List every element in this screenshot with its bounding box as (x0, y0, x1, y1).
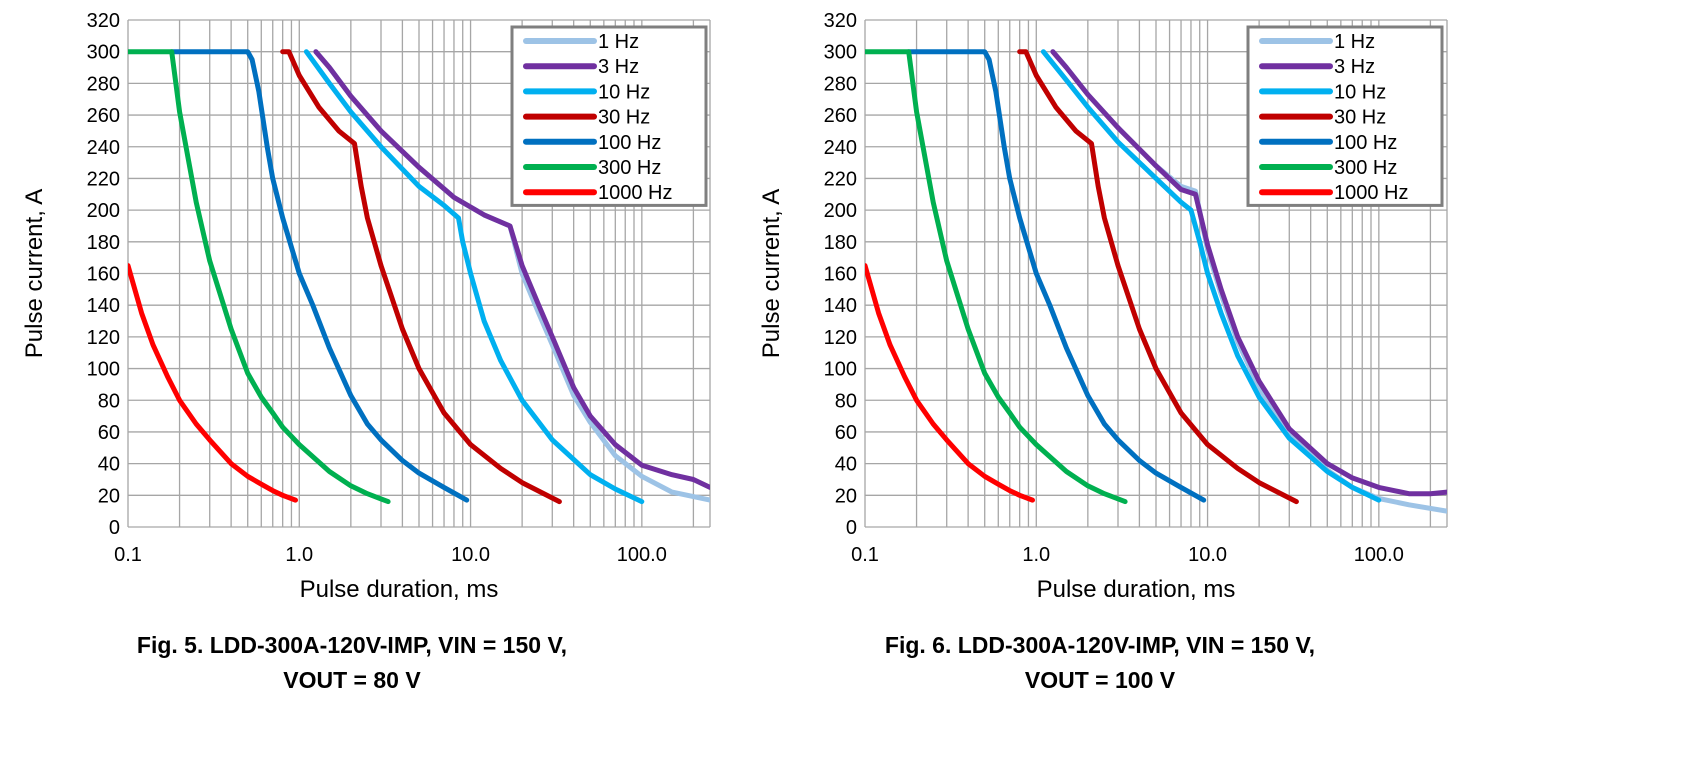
y-tick-label: 260 (824, 105, 857, 127)
y-tick-label: 80 (835, 390, 857, 412)
series-line-10hz (303, 49, 645, 505)
y-tick-label: 280 (87, 73, 120, 95)
series-line-1000hz (865, 263, 1035, 503)
series-line-300hz (128, 49, 391, 505)
y-tick-label: 260 (87, 105, 120, 127)
legend-label: 3 Hz (1334, 56, 1375, 78)
y-axis-title: Pulse current, A (21, 189, 48, 358)
y-tick-label: 180 (87, 232, 120, 254)
caption-line-2: VOUT = 80 V (283, 667, 421, 693)
y-tick-label: 40 (98, 454, 120, 476)
y-tick-label: 60 (835, 422, 857, 444)
y-tick-label: 300 (824, 42, 857, 64)
legend: 1 Hz 3 Hz 10 Hz 30 Hz 100 Hz 300 Hz 1000 Hz (1246, 25, 1444, 207)
caption-line-1: Fig. 5. LDD-300A-120V-IMP, VIN = 150 V, (136, 632, 568, 658)
y-tick-label: 0 (109, 517, 120, 539)
y-tick-label: 200 (87, 200, 120, 222)
series-line-1000hz (128, 263, 298, 503)
legend-label: 300 Hz (1334, 157, 1397, 179)
y-tick-label: 300 (87, 42, 120, 64)
figure-6-caption: Fig. 6. LDD-300A-120V-IMP, VIN = 150 V, … (780, 628, 1420, 698)
legend: 1 Hz 3 Hz 10 Hz 30 Hz 100 Hz 300 Hz 1000 Hz (510, 25, 708, 207)
legend-label: 1 Hz (1334, 31, 1375, 53)
series-line-100hz (906, 49, 1207, 503)
y-tick-label: 180 (824, 232, 857, 254)
legend-label: 1 Hz (598, 31, 639, 53)
x-tick-label: 10.0 (1188, 544, 1227, 566)
caption-line-2: VOUT = 100 V (1024, 667, 1176, 693)
series-line-100hz (169, 49, 470, 503)
y-tick-label: 200 (824, 200, 857, 222)
x-axis-title: Pulse duration, ms (300, 576, 499, 603)
x-tick-label: 10.0 (451, 544, 490, 566)
legend-label: 10 Hz (598, 81, 650, 103)
x-axis-title: Pulse duration, ms (1037, 576, 1236, 603)
y-tick-label: 100 (87, 359, 120, 381)
y-tick-label: 120 (824, 327, 857, 349)
legend-label: 100 Hz (598, 132, 661, 154)
y-tick-label: 240 (87, 137, 120, 159)
legend-label: 3 Hz (598, 56, 639, 78)
x-tick-label: 100.0 (617, 544, 667, 566)
y-tick-label: 160 (824, 264, 857, 286)
y-tick-label: 140 (824, 295, 857, 317)
legend-label: 30 Hz (598, 107, 650, 129)
series-line-30hz (1017, 49, 1299, 505)
legend-label: 300 Hz (598, 157, 661, 179)
y-tick-label: 60 (98, 422, 120, 444)
y-tick-label: 140 (87, 295, 120, 317)
y-tick-label: 220 (824, 168, 857, 190)
x-tick-label: 0.1 (114, 544, 142, 566)
legend-label: 1000 Hz (598, 182, 673, 204)
y-tick-label: 220 (87, 168, 120, 190)
figure-5-caption: Fig. 5. LDD-300A-120V-IMP, VIN = 150 V, … (32, 628, 672, 698)
legend-label: 100 Hz (1334, 132, 1397, 154)
x-tick-label: 1.0 (1022, 544, 1050, 566)
y-axis-title: Pulse current, A (758, 189, 785, 358)
y-tick-label: 40 (835, 454, 857, 476)
series-line-3hz (313, 49, 710, 490)
series-line-10hz (1040, 49, 1382, 503)
y-tick-label: 160 (87, 264, 120, 286)
x-tick-label: 1.0 (285, 544, 313, 566)
series-line-30hz (280, 49, 562, 505)
x-tick-label: 100.0 (1354, 544, 1404, 566)
y-tick-label: 20 (835, 485, 857, 507)
y-tick-label: 100 (824, 359, 857, 381)
y-tick-label: 320 (87, 10, 120, 32)
y-tick-label: 240 (824, 137, 857, 159)
y-tick-label: 0 (846, 517, 857, 539)
y-tick-label: 120 (87, 327, 120, 349)
y-tick-label: 20 (98, 485, 120, 507)
y-tick-label: 80 (98, 390, 120, 412)
legend-label: 1000 Hz (1334, 182, 1409, 204)
chart-1: 0 20 40 60 80 100 120 140 160 180 200 220 240 260 280 3… (21, 10, 711, 603)
legend-label: 30 Hz (1334, 107, 1386, 129)
y-tick-label: 280 (824, 73, 857, 95)
y-tick-label: 320 (824, 10, 857, 32)
chart-2: 0 20 40 60 80 100 120 140 160 180 200 220 240 260 280 3… (758, 10, 1448, 603)
series-line-3hz (1050, 49, 1447, 497)
series-line-300hz (865, 49, 1128, 505)
legend-label: 10 Hz (1334, 81, 1386, 103)
caption-line-1: Fig. 6. LDD-300A-120V-IMP, VIN = 150 V, (884, 632, 1316, 658)
x-tick-label: 0.1 (851, 544, 879, 566)
